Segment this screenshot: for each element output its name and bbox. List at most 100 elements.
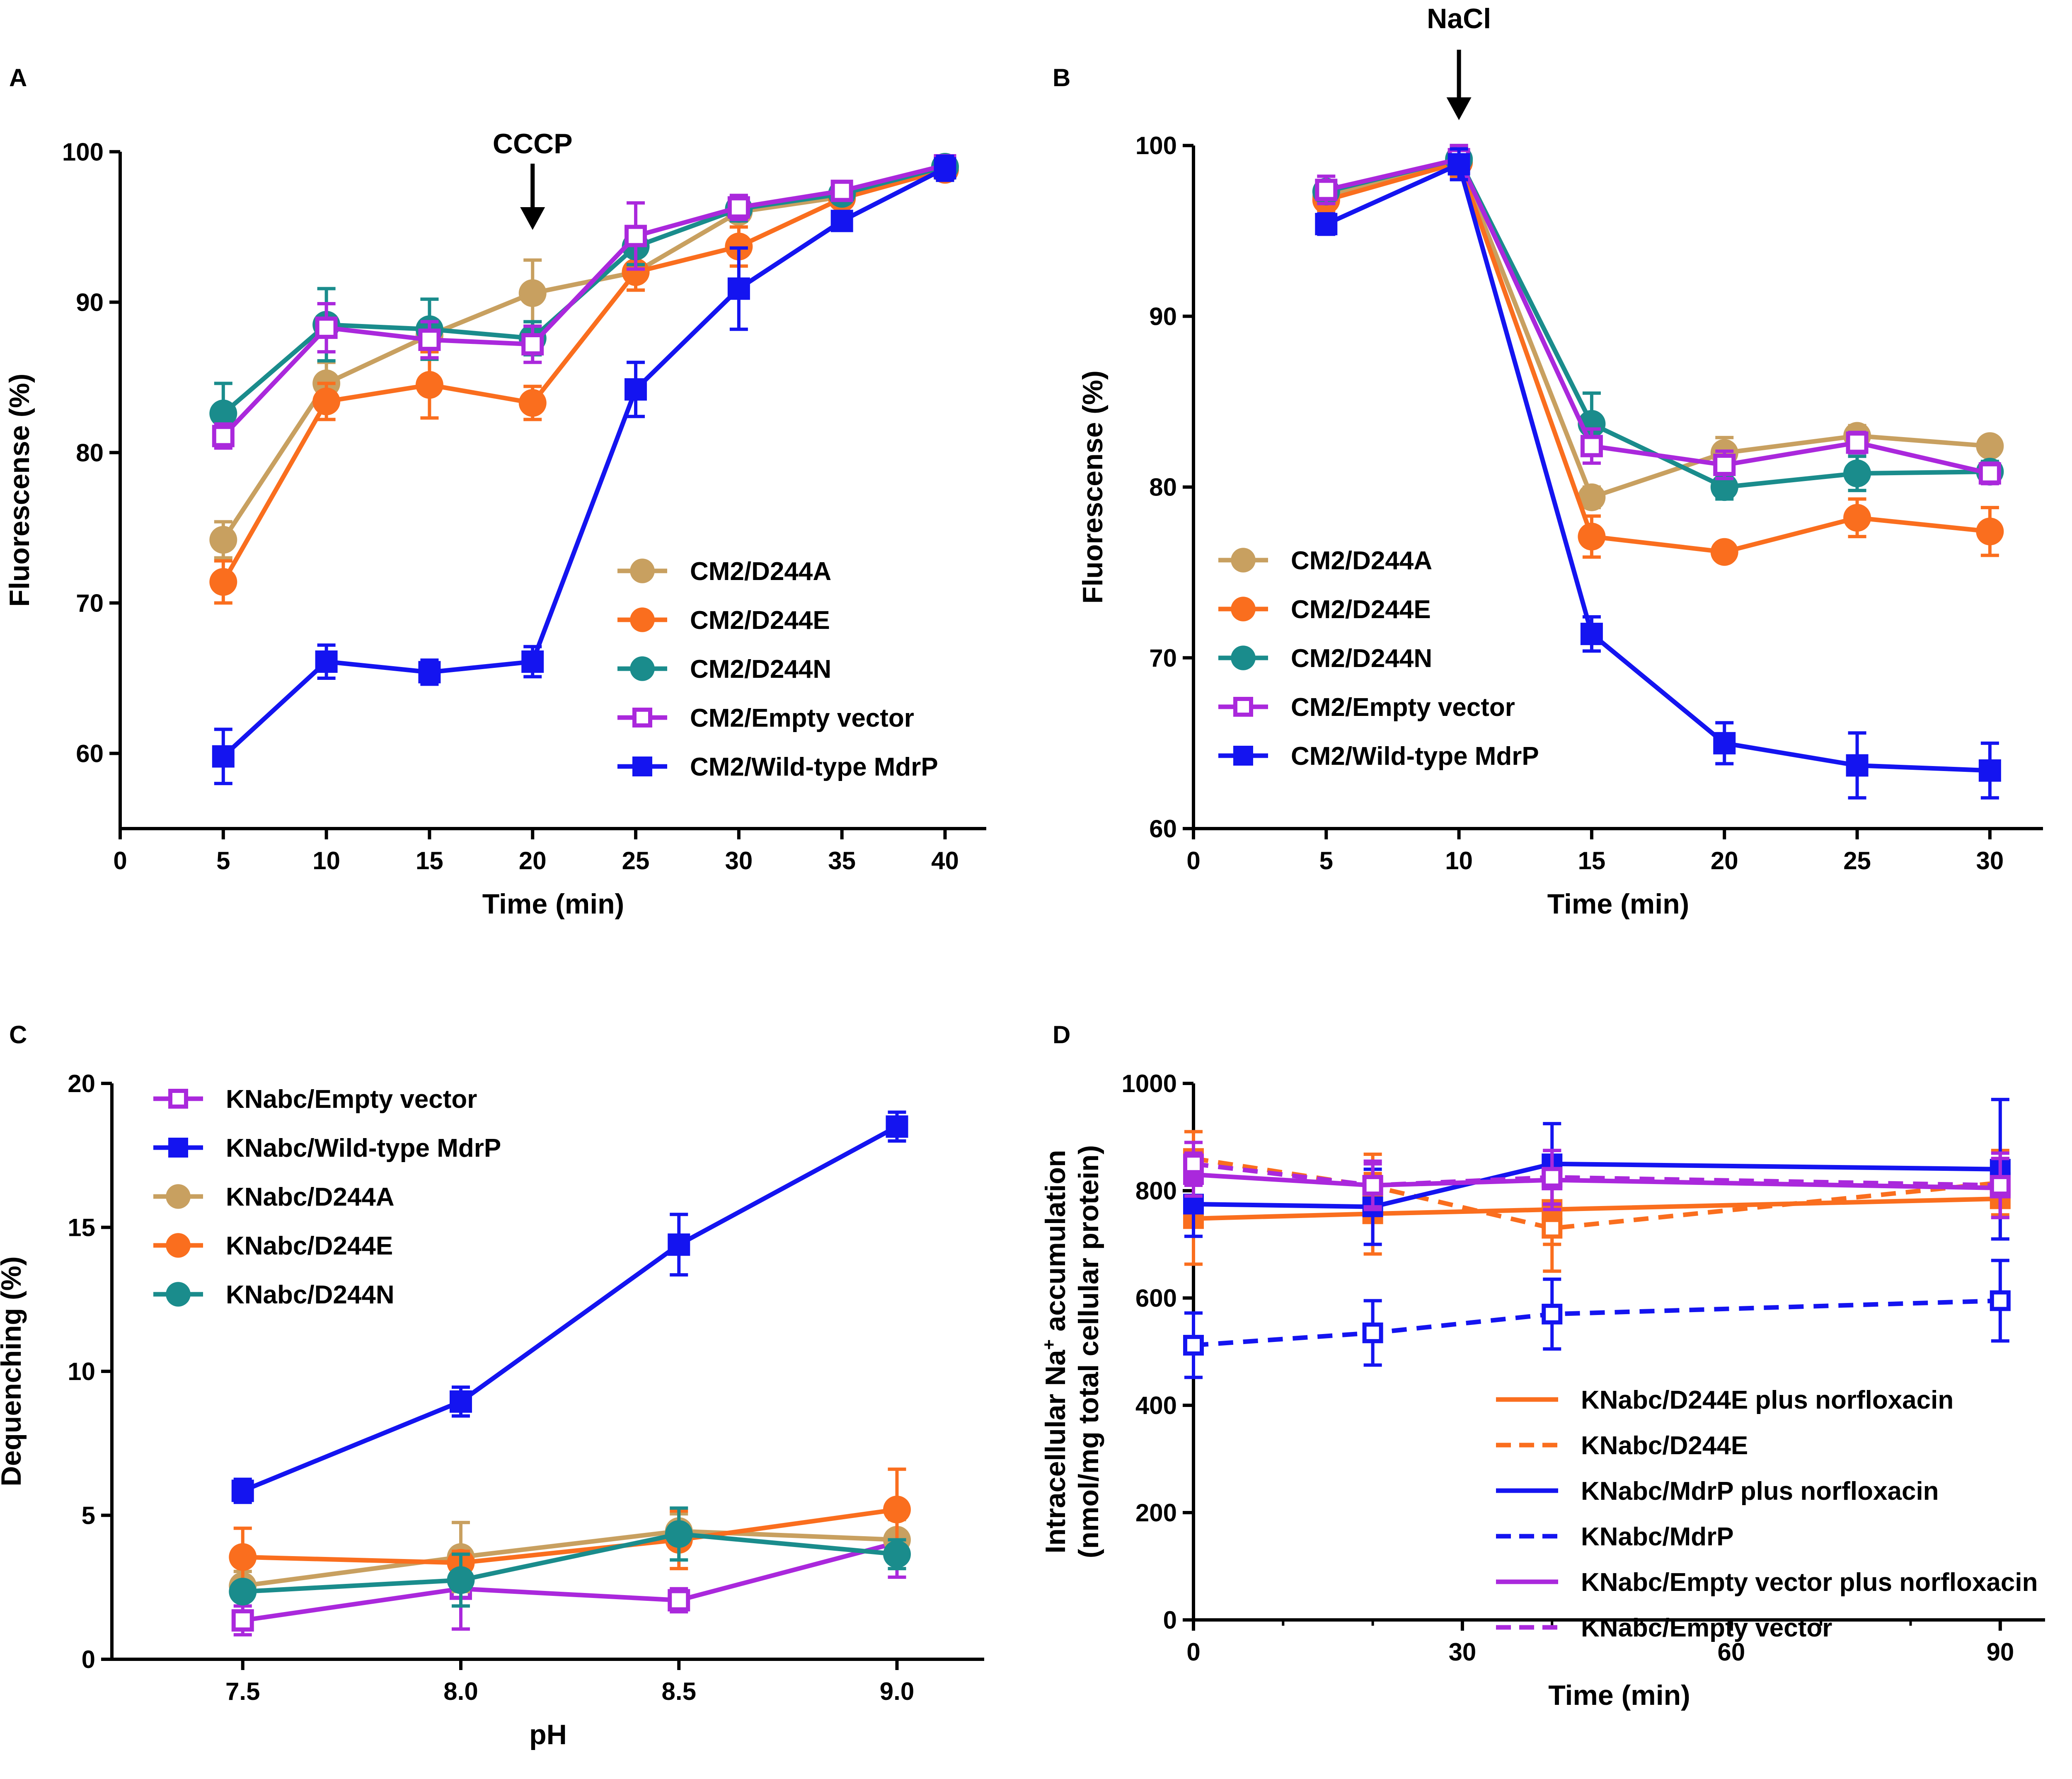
point-b-cm2-empty-vector-0: [1315, 179, 1338, 201]
series-c-knabc-d244n: [229, 1506, 911, 1608]
series-line-a-cm2-empty-vector: [221, 163, 946, 438]
x-tick-label-a-5: 5: [216, 847, 230, 875]
point-b-cm2-d244e-2: [1578, 522, 1606, 551]
point-a-cm2-d244e-3: [518, 389, 547, 417]
x-tick-label-b-15: 15: [1578, 847, 1606, 875]
annotation-a-cccp: CCCP: [493, 128, 573, 230]
x-tick-label-c-8: 8.0: [443, 1677, 478, 1705]
legend-marker-a-cm2-d244a: [630, 558, 655, 583]
legend-marker-b-cm2-empty-vector: [1233, 697, 1253, 717]
point-a-cm2-empty-vector-1: [315, 317, 338, 339]
legend-a: CM2/D244A CM2/D244E CM2/D244N CM2/Empty vec…: [617, 557, 938, 781]
point-c-knabc-d244n-0: [229, 1578, 257, 1606]
legend-label-c-knabc-empty-vector: KNabc/Empty vector: [226, 1085, 477, 1114]
legend-label-d-knabc-d244e: KNabc/D244E: [1581, 1431, 1748, 1460]
x-tick-label-d-0: 0: [1186, 1638, 1200, 1666]
point-d-knabc-empty-vector-2: [1542, 1167, 1563, 1188]
point-d-knabc-empty-vector-0: [1183, 1153, 1204, 1175]
point-b-cm2-empty-vector-3: [1713, 454, 1736, 476]
point-b-cm2-wild-type-mdrp-3: [1713, 732, 1736, 754]
point-b-cm2-wild-type-mdrp-4: [1846, 754, 1869, 777]
legend-label-b-cm2-wild-type-mdrp: CM2/Wild-type MdrP: [1291, 742, 1539, 771]
legend-c: KNabc/Empty vector KNabc/Wild-type MdrP KN…: [153, 1085, 501, 1309]
point-a-cm2-wild-type-mdrp-4: [625, 378, 647, 401]
point-c-knabc-empty-vector-2: [668, 1589, 690, 1612]
point-c-knabc-wild-type-mdrp-3: [886, 1115, 908, 1138]
series-line-c-knabc-d244n: [242, 1532, 898, 1594]
y-tick-label-c-5: 5: [82, 1502, 95, 1530]
legend-label-a-cm2-wild-type-mdrp: CM2/Wild-type MdrP: [690, 753, 938, 781]
legend-label-a-cm2-d244e: CM2/D244E: [690, 606, 830, 635]
series-line-c-knabc-d244e: [242, 1507, 898, 1565]
panel-letter-b: B: [1053, 64, 1070, 92]
series-line-c-knabc-d244a: [242, 1529, 897, 1588]
series-line-c-knabc-empty-vector: [242, 1540, 898, 1623]
panel-letter-d: D: [1053, 1021, 1070, 1049]
legend-marker-a-cm2-empty-vector: [632, 708, 652, 728]
x-tick-label-a-0: 0: [113, 847, 127, 875]
point-c-knabc-wild-type-mdrp-2: [668, 1233, 690, 1256]
point-b-cm2-wild-type-mdrp-5: [1978, 759, 2001, 782]
point-b-cm2-empty-vector-2: [1580, 435, 1603, 457]
panel-letter-c: C: [9, 1021, 27, 1049]
legend-label-b-cm2-d244e: CM2/D244E: [1291, 595, 1431, 624]
series-line-b-cm2-empty-vector: [1326, 157, 1991, 476]
series-d-knabc-d244e-plus-norfloxacin: [1183, 1157, 2011, 1266]
point-b-cm2-d244e-5: [1976, 517, 2004, 546]
x-axis-title-b: Time (min): [1547, 888, 1690, 920]
x-tick-label-d-60: 60: [1718, 1638, 1745, 1666]
legend-label-a-cm2-d244n: CM2/D244N: [690, 655, 831, 684]
y-tick-label-a-80: 80: [76, 439, 104, 467]
x-tick-label-a-30: 30: [725, 847, 753, 875]
series-line-d-knabc-mdrp-plus-norfloxacin: [1193, 1161, 2000, 1209]
x-tick-label-a-40: 40: [931, 847, 959, 875]
y-tick-label-a-70: 70: [76, 589, 104, 617]
panel-c: C 0 5 10 15 20 7.5 8.0 8.5 9.0 pH Dequenching (%) K…: [0, 1021, 984, 1750]
legend-marker-a-cm2-wild-type-mdrp: [632, 757, 652, 776]
y-tick-label-a-60: 60: [76, 740, 104, 767]
x-axis-title-a: Time (min): [482, 888, 625, 920]
point-a-cm2-d244a-0: [209, 526, 237, 554]
x-tick-label-b-20: 20: [1711, 847, 1738, 875]
series-a-cm2-empty-vector: [212, 154, 956, 450]
legend-label-c-knabc-wild-type-mdrp: KNabc/Wild-type MdrP: [226, 1134, 501, 1163]
y-tick-label-d-1000: 1000: [1122, 1070, 1177, 1097]
point-a-cm2-wild-type-mdrp-5: [727, 277, 750, 300]
series-b-cm2-d244e: [1312, 147, 2004, 566]
y-axis-title-a: Fluorescense (%): [4, 374, 35, 607]
series-d-knabc-mdrp: [1183, 1259, 2011, 1379]
point-a-cm2-empty-vector-4: [625, 225, 647, 247]
series-b-cm2-empty-vector: [1315, 144, 2001, 486]
y-axis-title-d: Intracellular Na+ accumulation: [1039, 1150, 1071, 1553]
series-line-b-cm2-d244e: [1325, 160, 1990, 554]
x-tick-label-b-30: 30: [1976, 847, 2004, 875]
legend-label-d-knabc-empty-vector-plus-norfloxacin: KNabc/Empty vector plus norfloxacin: [1581, 1568, 2038, 1597]
point-a-cm2-wild-type-mdrp-2: [418, 661, 441, 684]
point-c-knabc-d244n-3: [883, 1540, 911, 1568]
annotation-b-nacl: NaCl: [1427, 3, 1491, 120]
point-c-knabc-d244n-2: [665, 1520, 693, 1548]
point-b-cm2-wild-type-mdrp-1: [1447, 153, 1470, 176]
point-c-knabc-wild-type-mdrp-0: [231, 1479, 254, 1502]
series-line-d-knabc-empty-vector: [1193, 1161, 2000, 1188]
x-tick-label-a-25: 25: [622, 847, 650, 875]
series-line-c-knabc-wild-type-mdrp: [242, 1124, 898, 1493]
point-a-cm2-empty-vector-5: [727, 196, 750, 219]
y-tick-label-d-400: 400: [1135, 1392, 1177, 1419]
point-a-cm2-d244e-1: [312, 387, 341, 416]
point-b-cm2-wild-type-mdrp-2: [1580, 623, 1603, 645]
legend-label-a-cm2-d244a: CM2/D244A: [690, 557, 831, 586]
y-tick-label-d-200: 200: [1135, 1499, 1177, 1527]
legend-marker-a-cm2-d244n: [630, 656, 655, 681]
y-tick-label-a-90: 90: [76, 288, 104, 316]
series-c-knabc-d244e: [229, 1467, 911, 1588]
point-c-knabc-wild-type-mdrp-1: [450, 1390, 472, 1413]
point-d-knabc-mdrp-3: [1990, 1290, 2011, 1311]
y-tick-label-d-0: 0: [1163, 1606, 1177, 1634]
point-a-cm2-wild-type-mdrp-3: [521, 650, 544, 673]
x-tick-label-d-30: 30: [1449, 1638, 1477, 1666]
x-tick-label-a-15: 15: [416, 847, 443, 875]
legend-marker-c-knabc-empty-vector: [168, 1089, 188, 1109]
x-tick-label-a-20: 20: [519, 847, 547, 875]
point-a-cm2-d244e-2: [415, 371, 443, 399]
